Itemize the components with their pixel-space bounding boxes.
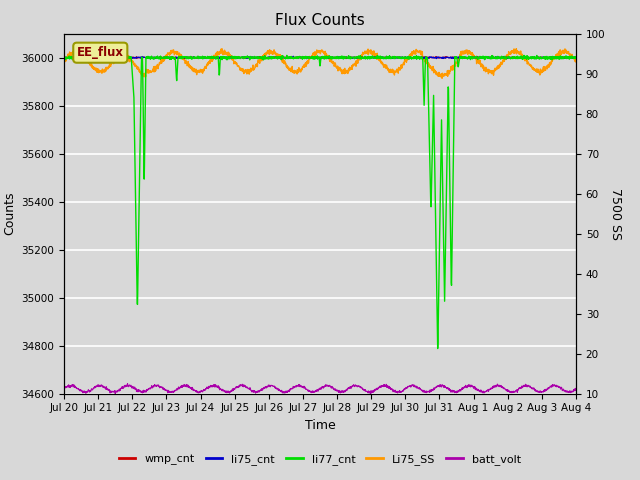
X-axis label: Time: Time	[305, 419, 335, 432]
Text: EE_flux: EE_flux	[77, 46, 124, 59]
Legend: wmp_cnt, li75_cnt, li77_cnt, Li75_SS, batt_volt: wmp_cnt, li75_cnt, li77_cnt, Li75_SS, ba…	[115, 450, 525, 469]
Title: Flux Counts: Flux Counts	[275, 13, 365, 28]
Y-axis label: 7500 SS: 7500 SS	[609, 188, 622, 240]
Y-axis label: Counts: Counts	[3, 192, 16, 235]
